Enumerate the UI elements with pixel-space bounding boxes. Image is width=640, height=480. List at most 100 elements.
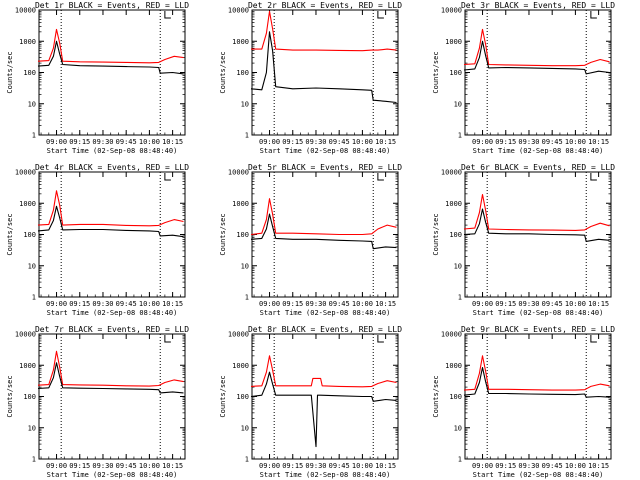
y-tick-label: 100 <box>236 69 249 77</box>
y-tick-label: 10000 <box>441 7 462 15</box>
interval-bracket-mark <box>164 11 171 19</box>
x-tick-label: 09:30 <box>518 138 539 146</box>
x-tick-label: 09:30 <box>305 138 326 146</box>
detector-panel: Det 5r BLACK = Events, RED = LLD 1 10 100 10… <box>219 163 402 317</box>
interval-bracket-mark <box>164 335 171 343</box>
lld-series-line <box>463 193 610 231</box>
x-tick-label: 09:15 <box>282 300 303 308</box>
x-tick-label: 09:00 <box>259 462 280 470</box>
x-tick-label: 10:00 <box>139 462 160 470</box>
y-tick-label: 100 <box>236 231 249 239</box>
y-tick-label: 100 <box>449 69 462 77</box>
x-tick-label: 09:15 <box>69 300 90 308</box>
x-axis-label: Start Time (02-Sep-08 08:48:40) <box>47 309 178 317</box>
x-tick-label: 10:00 <box>352 462 373 470</box>
y-tick-label: 1000 <box>445 362 462 370</box>
interval-bracket-mark <box>377 11 384 19</box>
y-tick-label: 10000 <box>228 7 249 15</box>
x-tick-label: 10:15 <box>162 300 183 308</box>
lld-series-line <box>250 198 397 236</box>
x-axis-label: Start Time (02-Sep-08 08:48:40) <box>473 147 604 155</box>
panel-title: Det 8r BLACK = Events, RED = LLD <box>248 325 402 334</box>
y-axis-label: Counts/sec <box>6 51 14 93</box>
y-tick-label: 10 <box>454 424 462 432</box>
x-tick-label: 10:15 <box>162 138 183 146</box>
x-axis-label: Start Time (02-Sep-08 08:48:40) <box>260 309 391 317</box>
y-axis-label: Counts/sec <box>6 213 14 255</box>
y-axis-label: Counts/sec <box>219 375 227 417</box>
events-series-line <box>37 362 184 394</box>
lld-series-line <box>37 190 184 227</box>
events-series-line <box>250 371 397 448</box>
y-tick-label: 10000 <box>15 7 36 15</box>
y-tick-label: 10 <box>454 100 462 108</box>
y-tick-label: 10 <box>241 424 249 432</box>
x-tick-label: 10:00 <box>352 300 373 308</box>
events-series-line <box>37 205 184 238</box>
y-tick-label: 10 <box>28 424 36 432</box>
panel-title: Det 2r BLACK = Events, RED = LLD <box>248 1 402 10</box>
panel-title: Det 3r BLACK = Events, RED = LLD <box>461 1 615 10</box>
x-tick-label: 09:00 <box>472 462 493 470</box>
events-series-line <box>463 366 610 398</box>
y-axis-label: Counts/sec <box>432 213 440 255</box>
y-tick-label: 10 <box>241 262 249 270</box>
x-axis-label: Start Time (02-Sep-08 08:48:40) <box>260 147 391 155</box>
x-tick-label: 10:00 <box>352 138 373 146</box>
x-tick-label: 10:00 <box>565 462 586 470</box>
y-axis-label: Counts/sec <box>219 213 227 255</box>
x-tick-label: 10:15 <box>375 138 396 146</box>
y-tick-label: 1 <box>458 456 462 464</box>
x-tick-label: 09:30 <box>92 138 113 146</box>
y-tick-label: 10000 <box>228 331 249 339</box>
x-tick-label: 09:00 <box>472 300 493 308</box>
panel-title: Det 7r BLACK = Events, RED = LLD <box>35 325 189 334</box>
x-tick-label: 09:00 <box>259 138 280 146</box>
panel-title: Det 4r BLACK = Events, RED = LLD <box>35 163 189 172</box>
y-tick-label: 1 <box>245 132 249 140</box>
y-tick-label: 10000 <box>228 169 249 177</box>
y-axis-label: Counts/sec <box>6 375 14 417</box>
detector-panel: Det 9r BLACK = Events, RED = LLD 1 10 100 10… <box>432 325 615 479</box>
x-tick-label: 09:00 <box>46 300 67 308</box>
x-tick-label: 09:45 <box>329 300 350 308</box>
y-tick-label: 1 <box>32 132 36 140</box>
detector-panel: Det 2r BLACK = Events, RED = LLD 1 10 100 10… <box>219 1 402 155</box>
x-tick-label: 10:15 <box>588 138 609 146</box>
x-tick-label: 09:45 <box>542 138 563 146</box>
x-tick-label: 10:15 <box>375 300 396 308</box>
y-axis-label: Counts/sec <box>432 51 440 93</box>
x-tick-label: 10:15 <box>375 462 396 470</box>
interval-bracket-mark <box>590 173 597 181</box>
y-tick-label: 10 <box>454 262 462 270</box>
x-tick-label: 09:15 <box>69 138 90 146</box>
panel-title: Det 1r BLACK = Events, RED = LLD <box>35 1 189 10</box>
y-tick-label: 1000 <box>19 362 36 370</box>
lld-series-line <box>463 355 610 391</box>
y-tick-label: 100 <box>236 393 249 401</box>
events-series-line <box>250 31 397 104</box>
interval-bracket-mark <box>590 11 597 19</box>
y-axis-label: Counts/sec <box>219 51 227 93</box>
x-axis-label: Start Time (02-Sep-08 08:48:40) <box>260 471 391 479</box>
y-tick-label: 1000 <box>19 38 36 46</box>
lld-series-line <box>251 10 397 52</box>
y-tick-label: 1000 <box>232 362 249 370</box>
events-series-line <box>37 40 184 75</box>
y-tick-label: 10000 <box>15 331 36 339</box>
x-tick-label: 09:45 <box>116 300 137 308</box>
y-tick-label: 10 <box>28 262 36 270</box>
x-tick-label: 10:00 <box>139 138 160 146</box>
panel-title: Det 9r BLACK = Events, RED = LLD <box>461 325 615 334</box>
y-tick-label: 10000 <box>441 169 462 177</box>
events-series-line <box>463 208 610 242</box>
x-tick-label: 09:00 <box>46 138 67 146</box>
x-tick-label: 09:30 <box>92 462 113 470</box>
y-tick-label: 10 <box>241 100 249 108</box>
x-tick-label: 09:15 <box>495 138 516 146</box>
x-tick-label: 10:00 <box>565 138 586 146</box>
x-tick-label: 09:45 <box>542 462 563 470</box>
x-tick-label: 09:45 <box>116 462 137 470</box>
y-tick-label: 1000 <box>445 200 462 208</box>
